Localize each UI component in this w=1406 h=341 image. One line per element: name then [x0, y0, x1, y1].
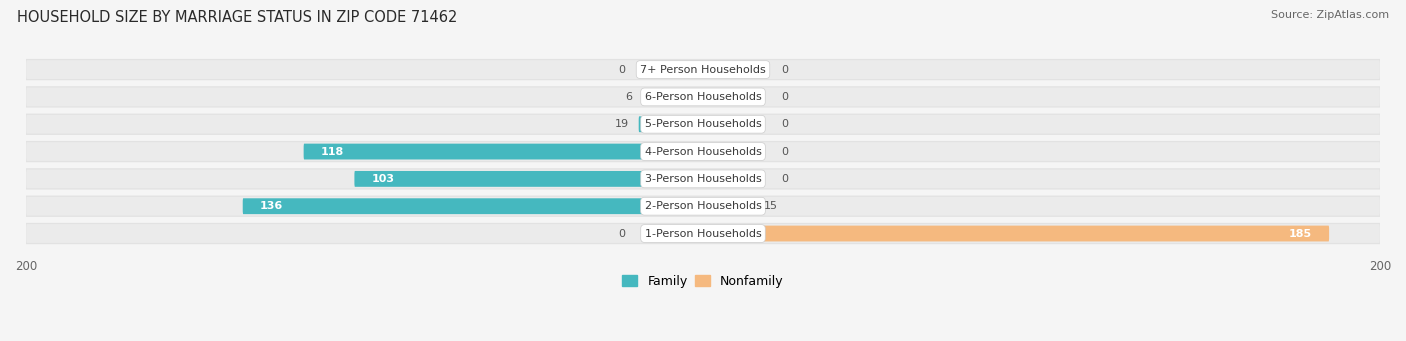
FancyBboxPatch shape: [354, 171, 703, 187]
FancyBboxPatch shape: [643, 89, 703, 105]
Text: 4-Person Households: 4-Person Households: [644, 147, 762, 157]
Text: 15: 15: [763, 201, 778, 211]
FancyBboxPatch shape: [27, 142, 1379, 161]
FancyBboxPatch shape: [20, 195, 1386, 217]
FancyBboxPatch shape: [304, 144, 703, 160]
Text: 6-Person Households: 6-Person Households: [644, 92, 762, 102]
FancyBboxPatch shape: [27, 197, 1379, 216]
Text: 5-Person Households: 5-Person Households: [644, 119, 762, 129]
Text: 136: 136: [260, 201, 283, 211]
FancyBboxPatch shape: [20, 168, 1386, 190]
Text: 0: 0: [780, 64, 787, 75]
Text: 103: 103: [371, 174, 394, 184]
Text: 0: 0: [780, 174, 787, 184]
FancyBboxPatch shape: [27, 115, 1379, 134]
FancyBboxPatch shape: [703, 144, 763, 160]
FancyBboxPatch shape: [20, 86, 1386, 107]
FancyBboxPatch shape: [703, 116, 763, 132]
Text: 0: 0: [780, 92, 787, 102]
Text: 0: 0: [780, 119, 787, 129]
Text: 3-Person Households: 3-Person Households: [644, 174, 762, 184]
FancyBboxPatch shape: [20, 114, 1386, 135]
Text: 0: 0: [619, 64, 626, 75]
FancyBboxPatch shape: [643, 226, 703, 241]
Text: HOUSEHOLD SIZE BY MARRIAGE STATUS IN ZIP CODE 71462: HOUSEHOLD SIZE BY MARRIAGE STATUS IN ZIP…: [17, 10, 457, 25]
FancyBboxPatch shape: [27, 224, 1379, 243]
Text: 0: 0: [780, 147, 787, 157]
FancyBboxPatch shape: [638, 116, 703, 132]
Legend: Family, Nonfamily: Family, Nonfamily: [617, 270, 789, 293]
FancyBboxPatch shape: [27, 169, 1379, 188]
Text: 19: 19: [614, 119, 628, 129]
FancyBboxPatch shape: [20, 59, 1386, 80]
FancyBboxPatch shape: [27, 88, 1379, 106]
FancyBboxPatch shape: [703, 171, 763, 187]
Text: 6: 6: [624, 92, 631, 102]
FancyBboxPatch shape: [703, 198, 763, 214]
FancyBboxPatch shape: [20, 141, 1386, 162]
FancyBboxPatch shape: [27, 60, 1379, 79]
Text: 185: 185: [1289, 228, 1312, 239]
FancyBboxPatch shape: [703, 226, 1329, 241]
Text: 2-Person Households: 2-Person Households: [644, 201, 762, 211]
FancyBboxPatch shape: [243, 198, 703, 214]
Text: 118: 118: [321, 147, 344, 157]
FancyBboxPatch shape: [20, 223, 1386, 244]
FancyBboxPatch shape: [703, 62, 763, 77]
Text: Source: ZipAtlas.com: Source: ZipAtlas.com: [1271, 10, 1389, 20]
Text: 0: 0: [619, 228, 626, 239]
Text: 7+ Person Households: 7+ Person Households: [640, 64, 766, 75]
FancyBboxPatch shape: [703, 89, 763, 105]
FancyBboxPatch shape: [643, 62, 703, 77]
Text: 1-Person Households: 1-Person Households: [644, 228, 762, 239]
